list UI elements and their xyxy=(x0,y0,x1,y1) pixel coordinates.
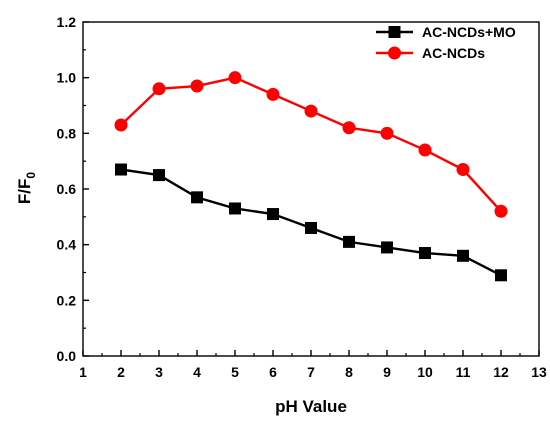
x-axis: 1 2 3 4 5 6 7 8 9 10 11 12 13 xyxy=(79,350,547,380)
legend: AC-NCDs+MO AC-NCDs xyxy=(376,24,516,61)
x-tick-label-3: 4 xyxy=(193,364,201,380)
y-tick-label-2: 0.4 xyxy=(57,237,77,253)
y-tick-label-6: 1.2 xyxy=(57,14,77,30)
x-tick-label-0: 1 xyxy=(79,364,87,380)
series-1-point-4 xyxy=(266,87,280,101)
series-0-point-3 xyxy=(229,202,241,215)
legend-marker-1 xyxy=(388,46,401,60)
y-tick-label-4: 0.8 xyxy=(57,125,77,141)
y-axis-title-subscript: 0 xyxy=(24,172,38,179)
legend-label-1: AC-NCDs xyxy=(422,45,485,61)
series-0-point-2 xyxy=(191,191,203,204)
series-1-point-6 xyxy=(342,121,356,135)
series-1 xyxy=(114,71,508,218)
x-tick-label-5: 6 xyxy=(269,364,277,380)
y-axis-title: F/F0 xyxy=(15,172,38,205)
series-1-line xyxy=(120,76,502,213)
x-axis-title: pH Value xyxy=(275,397,347,416)
plot-border xyxy=(82,21,540,357)
series-0-point-4 xyxy=(267,208,279,221)
x-tick-label-10: 11 xyxy=(456,364,471,380)
x-tick-label-12: 13 xyxy=(531,364,547,380)
series-0-point-8 xyxy=(419,247,431,260)
x-tick-label-11: 12 xyxy=(493,364,509,380)
x-tick-label-2: 3 xyxy=(155,364,163,380)
x-tick-label-6: 7 xyxy=(307,364,315,380)
series-0-point-9 xyxy=(457,249,469,262)
series-1-point-5 xyxy=(304,104,318,118)
x-tick-label-4: 5 xyxy=(231,364,239,380)
series-0 xyxy=(115,163,507,282)
y-tick-label-0: 0.0 xyxy=(57,348,77,364)
series-0-point-5 xyxy=(305,221,317,234)
series-1-point-10 xyxy=(494,204,508,218)
x-tick-label-9: 10 xyxy=(417,364,433,380)
series-1-point-7 xyxy=(380,126,394,140)
x-tick-label-8: 9 xyxy=(383,364,391,380)
y-axis-title-main: F/F xyxy=(15,179,34,205)
plot-frame xyxy=(82,21,540,357)
series-0-point-10 xyxy=(495,269,507,282)
series-1-point-9 xyxy=(456,163,470,177)
series-1-point-8 xyxy=(418,143,432,157)
series-0-point-1 xyxy=(153,169,165,182)
legend-label-0: AC-NCDs+MO xyxy=(422,24,516,40)
series-layer xyxy=(114,71,508,282)
series-0-point-0 xyxy=(115,163,127,176)
series-1-point-0 xyxy=(114,118,128,132)
y-tick-label-5: 1.0 xyxy=(57,70,77,86)
legend-marker-0 xyxy=(388,26,401,38)
series-0-point-6 xyxy=(343,235,355,248)
series-0-point-7 xyxy=(381,241,393,254)
x-tick-label-1: 2 xyxy=(117,364,125,380)
y-tick-label-3: 0.6 xyxy=(57,181,77,197)
y-axis: 0.0 0.2 0.4 0.6 0.8 1.0 1.2 xyxy=(57,14,89,364)
x-tick-label-7: 8 xyxy=(345,364,353,380)
series-1-point-3 xyxy=(228,71,242,85)
series-1-point-1 xyxy=(152,82,166,96)
series-1-point-2 xyxy=(190,79,204,93)
y-tick-label-1: 0.2 xyxy=(57,292,77,308)
